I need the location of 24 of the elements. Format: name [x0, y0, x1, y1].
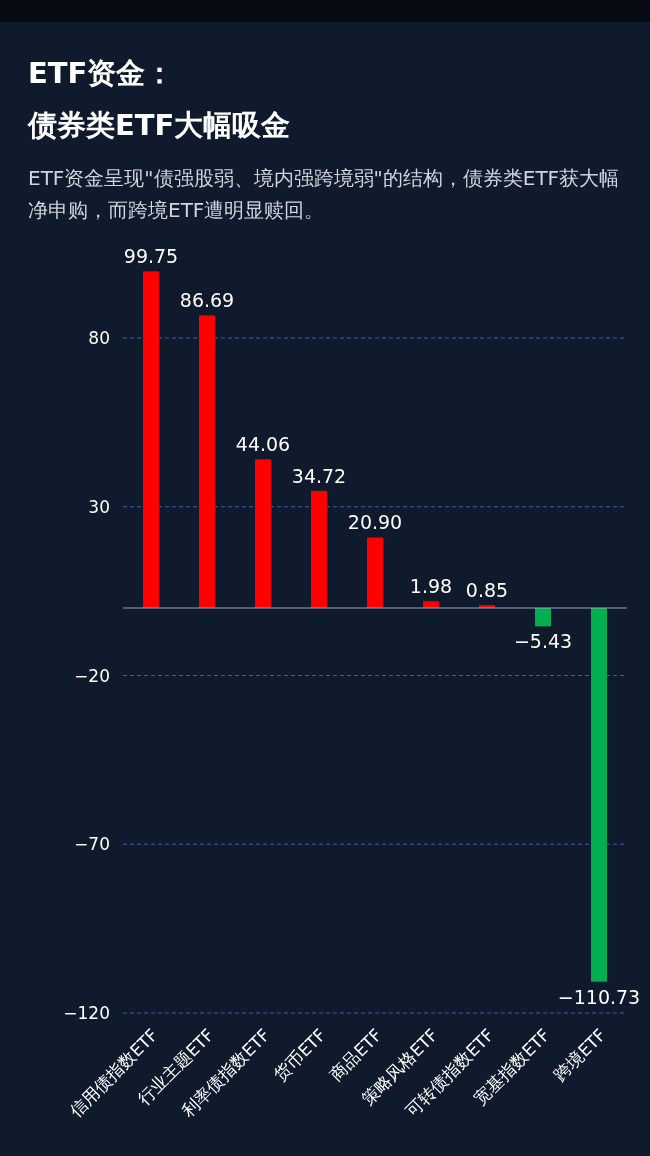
data-label: −110.73: [557, 985, 641, 1008]
data-label: 20.90: [347, 511, 403, 534]
data-label: 99.75: [123, 245, 179, 268]
y-tick-label: −120: [63, 1003, 110, 1023]
bar: [311, 490, 327, 608]
data-label: 0.85: [465, 579, 509, 602]
bar: [591, 608, 607, 982]
bar: [535, 608, 551, 627]
bar: [423, 601, 439, 608]
chart-subtitle: ETF资金呈现"债强股弱、境内强跨境弱"的结构，债券类ETF获大幅净申购，而跨境ETF遭明显赎回。: [28, 165, 621, 224]
y-tick-label: 30: [88, 496, 110, 517]
data-label: 44.06: [235, 433, 291, 456]
data-label: 86.69: [179, 289, 235, 312]
bar: [255, 459, 271, 608]
data-label: 1.98: [409, 575, 453, 598]
bar: [143, 271, 159, 608]
y-tick-label: 80: [88, 328, 110, 348]
y-tick-label: −20: [74, 665, 110, 686]
bar: [199, 315, 215, 608]
bar: [367, 537, 383, 608]
data-label: 34.72: [291, 464, 347, 487]
data-label: −5.43: [513, 630, 573, 653]
title: ETF资金：债券类ETF大幅吸金: [28, 56, 291, 142]
y-tick-label: −70: [74, 834, 110, 855]
